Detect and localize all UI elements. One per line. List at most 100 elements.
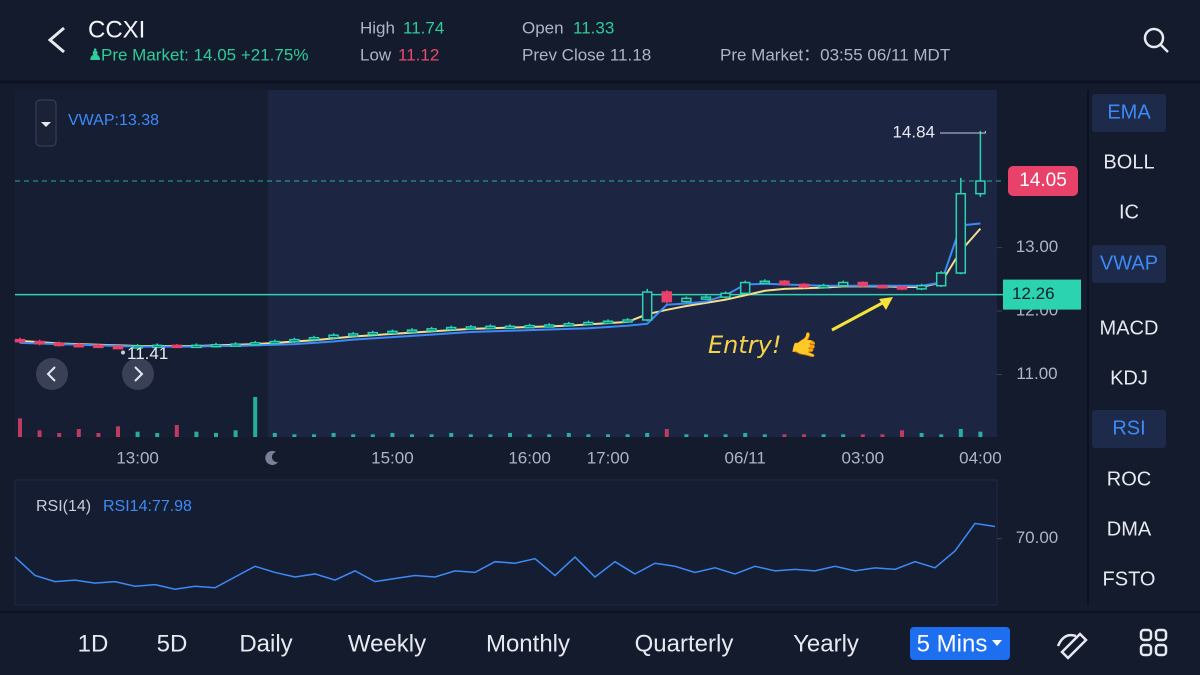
- indicator-tab[interactable]: FSTO: [1103, 568, 1156, 590]
- candle-body: [191, 344, 202, 349]
- scroll-left[interactable]: [36, 358, 68, 390]
- volume-bar: [410, 434, 414, 437]
- candle-body: [328, 334, 339, 339]
- candle-body: [112, 345, 124, 350]
- volume-bar: [586, 434, 591, 437]
- search-button[interactable]: [1143, 27, 1169, 53]
- indicator-active-bg: [1092, 410, 1166, 448]
- x-tick-label: 17:00: [587, 448, 630, 467]
- x-tick-label: 03:00: [842, 448, 885, 467]
- candle-body: [779, 280, 790, 286]
- overnight-icon: [265, 450, 278, 465]
- candle-body: [445, 326, 457, 331]
- volume-bar: [939, 434, 944, 437]
- candle-body: [34, 340, 45, 345]
- volume-bar: [566, 433, 571, 437]
- volume-bar: [233, 430, 238, 437]
- rsi-title: RSI(14): [36, 498, 91, 515]
- candle-body: [739, 281, 751, 295]
- candle-body: [837, 281, 849, 287]
- candle-body: [269, 340, 281, 345]
- timeframe-tab[interactable]: Yearly: [793, 630, 859, 657]
- candle-body: [543, 324, 555, 328]
- candle-body: [485, 325, 496, 330]
- grid-menu[interactable]: [1139, 628, 1168, 657]
- candle-body: [622, 319, 633, 323]
- volume-bar: [253, 397, 258, 437]
- entry-annotation: Entry! 🤙: [708, 331, 821, 359]
- volume-bar: [547, 434, 552, 437]
- indicator-tab[interactable]: EMA: [1107, 101, 1151, 123]
- timeframe-tab[interactable]: 5D: [157, 630, 188, 657]
- volume-bar: [606, 434, 610, 437]
- low-label: Low: [360, 45, 392, 64]
- volume-bar: [762, 434, 767, 437]
- candle-body: [230, 343, 241, 347]
- x-tick-label: 04:00: [959, 448, 1002, 467]
- low-marker: [121, 350, 125, 355]
- volume-bar: [468, 434, 473, 437]
- indicator-tab[interactable]: MACD: [1100, 317, 1159, 339]
- candle-body: [661, 291, 673, 303]
- y-tick-label: 13.00: [1016, 237, 1059, 256]
- candle-body: [916, 284, 927, 290]
- volume-bar: [782, 434, 787, 437]
- x-tick-label: 13:00: [116, 448, 159, 467]
- draw-tool[interactable]: [1056, 632, 1088, 660]
- candle-body: [681, 297, 692, 303]
- volume-bar: [841, 434, 846, 437]
- high-label: High: [360, 18, 395, 37]
- volume-bar: [919, 433, 924, 437]
- level-tag-label: 12.26: [1012, 284, 1055, 303]
- high-marker-label: 14.84: [892, 122, 935, 141]
- indicator-tab[interactable]: RSI: [1112, 417, 1145, 439]
- candle-body: [367, 331, 379, 336]
- candle-body: [387, 330, 398, 335]
- indicator-tab[interactable]: VWAP: [1100, 252, 1158, 274]
- candle-body: [210, 343, 222, 348]
- candle-body: [289, 338, 300, 343]
- volume-bar: [174, 425, 179, 437]
- candle-body: [896, 286, 908, 290]
- volume-bar: [958, 429, 963, 437]
- volume-bar: [292, 434, 297, 437]
- indicator-tab[interactable]: BOLL: [1103, 151, 1154, 173]
- candle-body: [73, 343, 85, 348]
- volume-bar: [76, 429, 81, 437]
- candle-body: [465, 326, 477, 330]
- timeframe-tab[interactable]: Quarterly: [635, 630, 734, 657]
- scroll-right[interactable]: [122, 358, 154, 390]
- volume-bar: [312, 434, 316, 437]
- candle-body: [798, 283, 810, 288]
- candle-body: [249, 342, 261, 346]
- entry-arrowhead: [879, 297, 893, 310]
- volume-bar: [802, 434, 806, 437]
- x-tick-label: 15:00: [371, 448, 414, 467]
- volume-bar: [194, 431, 199, 437]
- volume-bar: [645, 433, 650, 437]
- rsi-panel: [14, 479, 998, 606]
- back-button[interactable]: [47, 26, 65, 54]
- indicator-tab[interactable]: ROC: [1107, 468, 1151, 490]
- volume-bar: [508, 433, 512, 437]
- timeframe-tab[interactable]: 1D: [78, 630, 109, 657]
- timeframe-tab[interactable]: Daily: [239, 630, 292, 657]
- timeframe-tab[interactable]: Weekly: [348, 630, 426, 657]
- prev-close: Prev Close 11.18: [522, 45, 651, 64]
- timeframe-tab[interactable]: Monthly: [486, 630, 570, 657]
- timeframe-tab[interactable]: 5 Mins: [917, 630, 988, 657]
- x-tick-label: 16:00: [508, 448, 551, 467]
- volume-bar: [135, 431, 140, 437]
- indicator-tab[interactable]: DMA: [1107, 518, 1152, 540]
- volume-bar: [214, 433, 218, 437]
- low-marker-label: 11.41: [127, 344, 168, 363]
- tab-active-bg: [910, 627, 1010, 660]
- indicator-tab[interactable]: IC: [1119, 201, 1139, 223]
- indicator-tab[interactable]: KDJ: [1110, 367, 1148, 389]
- pre-market-time: Pre Market：03:55 06/11 MDT: [720, 45, 950, 64]
- volume-bar: [370, 434, 375, 437]
- candle-body: [700, 296, 712, 300]
- volume-bar: [704, 434, 708, 437]
- volume-bar: [684, 434, 689, 437]
